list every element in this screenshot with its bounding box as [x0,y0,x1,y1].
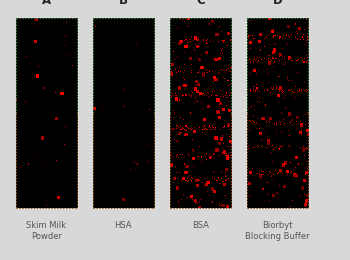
Text: A: A [42,0,51,6]
Text: BSA: BSA [192,221,209,230]
Text: D: D [273,0,282,6]
Text: HSA: HSA [114,221,132,230]
Text: Biorbyt
Blocking Buffer: Biorbyt Blocking Buffer [245,221,310,241]
Text: B: B [119,0,128,6]
Text: C: C [196,0,205,6]
Text: Skim Milk
Powder: Skim Milk Powder [26,221,66,241]
